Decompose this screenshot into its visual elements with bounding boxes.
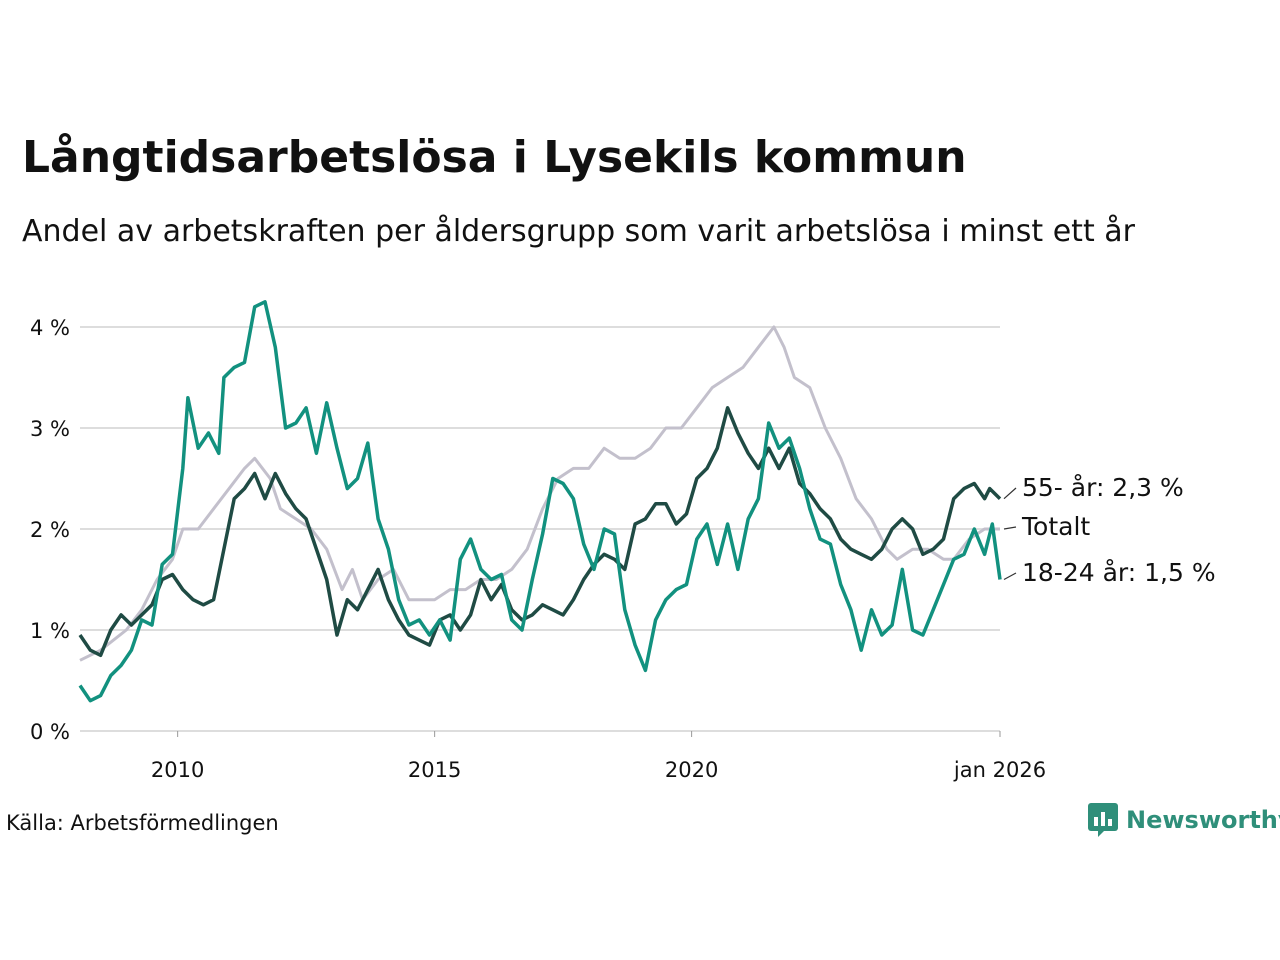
- end-labels: Totalt 55- år: 2,3 % 18-24 år: 1,5 %: [1003, 473, 1216, 587]
- end-label-age55: 55- år: 2,3 %: [1022, 473, 1184, 502]
- x-tick-label: 2020: [665, 758, 718, 782]
- chart-title: Långtidsarbetslösa i Lysekils kommun: [22, 132, 967, 183]
- x-tick-label: jan 2026: [953, 758, 1046, 782]
- y-tick-label: 3 %: [30, 417, 70, 441]
- source-note: Källa: Arbetsförmedlingen: [6, 811, 279, 835]
- bar-chart-logo-icon: [1088, 803, 1118, 837]
- x-axis: 2010 2015 2020 jan 2026: [151, 731, 1046, 782]
- y-tick-label: 2 %: [30, 518, 70, 542]
- x-tick-label: 2010: [151, 758, 204, 782]
- end-label-total: Totalt: [1021, 512, 1090, 541]
- x-tick-label: 2015: [408, 758, 461, 782]
- chart-subtitle: Andel av arbetskraften per åldersgrupp s…: [22, 214, 1135, 249]
- series-line-total: [79, 325, 1000, 662]
- newsworthy-logo: Newsworthy: [1088, 803, 1280, 837]
- end-label-leader-total: [1003, 526, 1017, 530]
- series-line-age55: [78, 406, 1002, 658]
- series-layer: [78, 300, 1002, 703]
- end-label-leader-age18_24: [1003, 572, 1017, 581]
- y-tick-label: 0 %: [30, 720, 70, 744]
- grid-layer: [80, 326, 1000, 732]
- y-tick-label: 1 %: [30, 619, 70, 643]
- end-label-age18_24: 18-24 år: 1,5 %: [1022, 558, 1216, 587]
- series-line-age18_24: [78, 300, 1002, 703]
- brand-name: Newsworthy: [1126, 806, 1280, 834]
- end-label-leader-age55: [1003, 487, 1017, 500]
- y-axis: 0 % 1 % 2 % 3 % 4 %: [30, 316, 70, 744]
- y-tick-label: 4 %: [30, 316, 70, 340]
